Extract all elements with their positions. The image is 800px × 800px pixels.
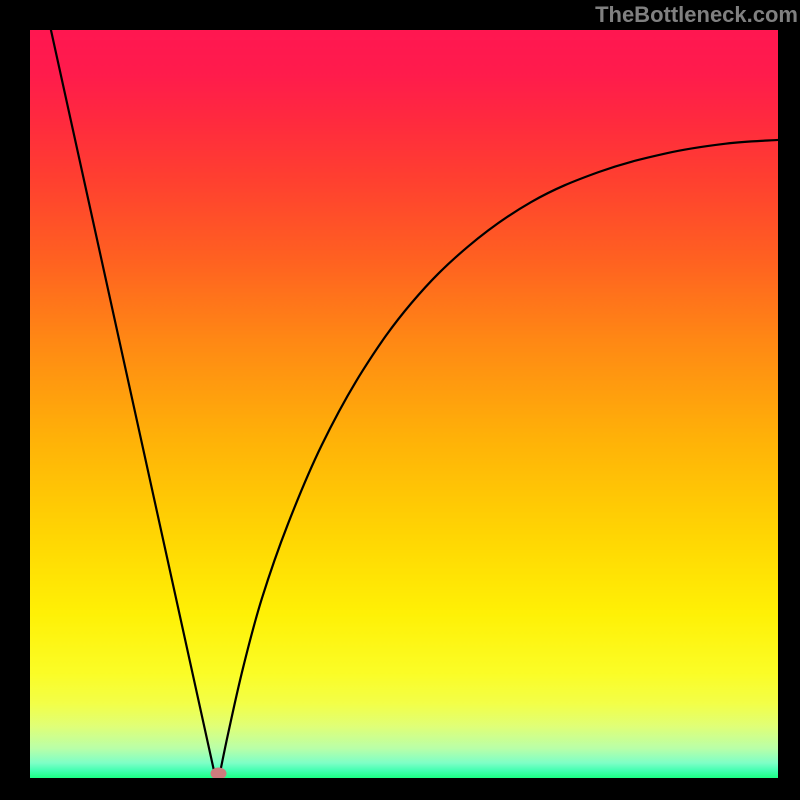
- border-bottom: [0, 778, 800, 800]
- curve-path: [51, 30, 778, 778]
- watermark-text: TheBottleneck.com: [595, 2, 798, 28]
- chart-root: TheBottleneck.com: [0, 0, 800, 800]
- plot-area: [30, 30, 778, 778]
- curve-svg: [30, 30, 778, 778]
- border-right: [778, 0, 800, 800]
- border-left: [0, 0, 30, 800]
